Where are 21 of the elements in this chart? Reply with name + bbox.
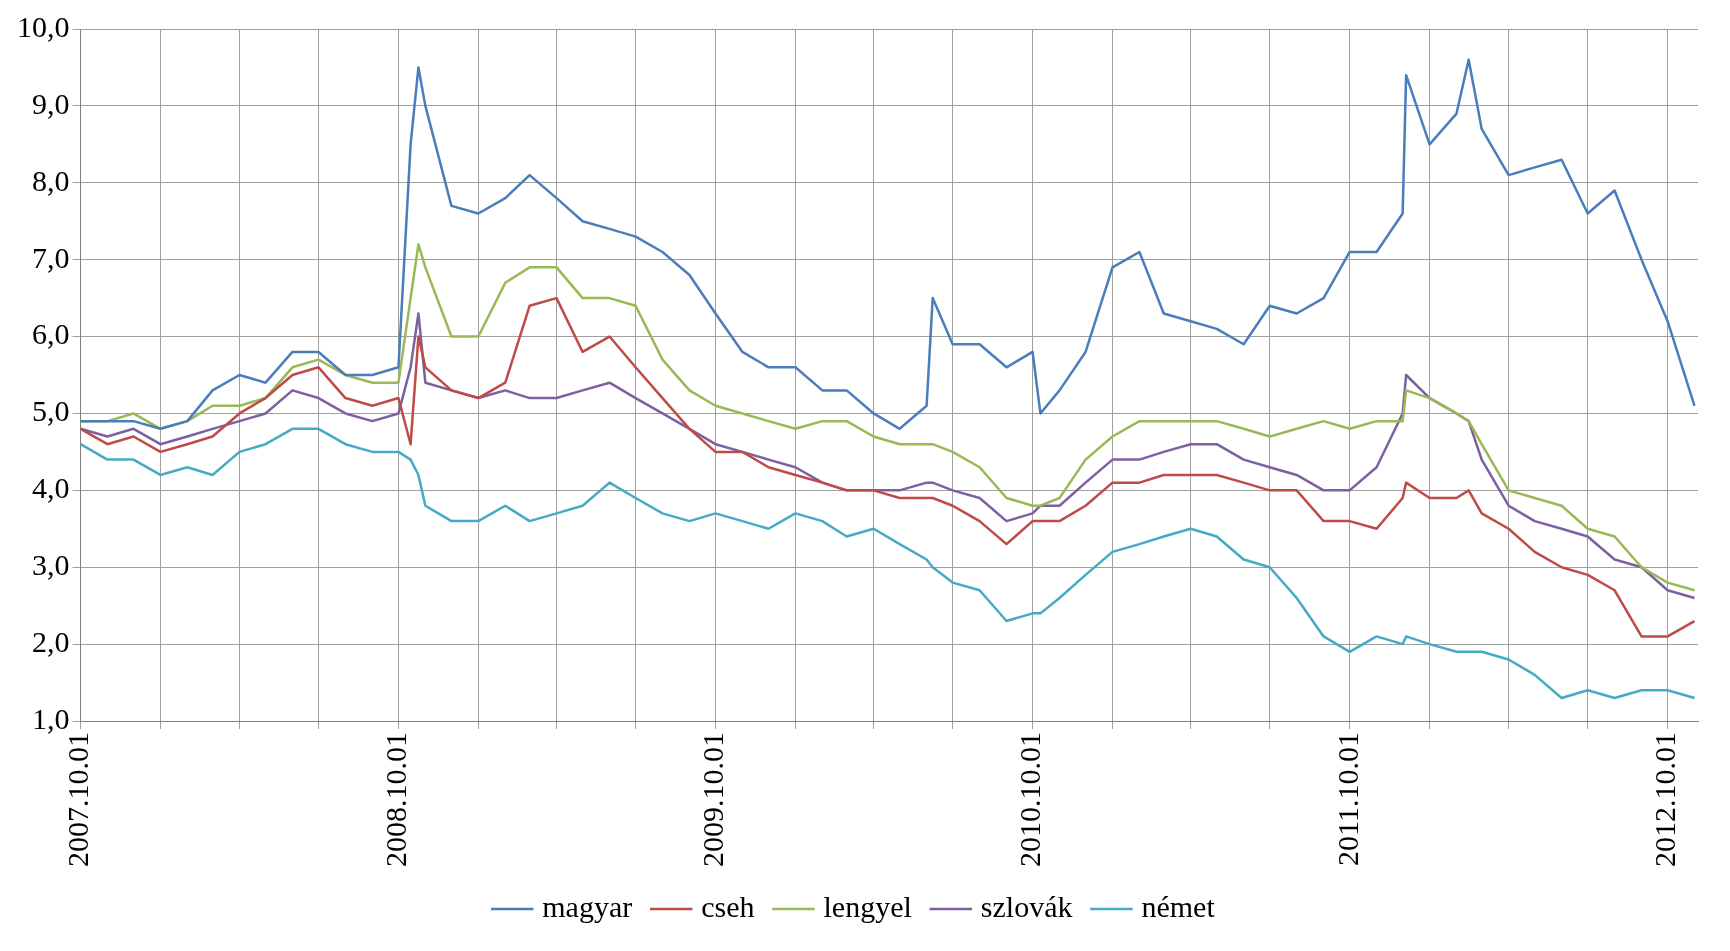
y-tick-label: 4,0 bbox=[32, 471, 70, 505]
y-tick-label: 9,0 bbox=[32, 86, 70, 120]
y-tick-label: 2,0 bbox=[32, 624, 70, 658]
x-tick-label: 2010.10.01 bbox=[1013, 732, 1047, 867]
y-tick-label: 7,0 bbox=[32, 240, 70, 274]
y-tick-label: 5,0 bbox=[32, 394, 70, 428]
y-tick-label: 3,0 bbox=[32, 548, 70, 582]
x-tick-label: 2011.10.01 bbox=[1330, 732, 1364, 866]
x-tick-label: 2008.10.01 bbox=[379, 732, 413, 867]
x-tick-label: 2009.10.01 bbox=[696, 732, 730, 867]
x-tick-label: 2007.10.01 bbox=[61, 732, 95, 867]
y-tick-label: 10,0 bbox=[17, 9, 70, 43]
x-tick-label: 2012.10.01 bbox=[1648, 732, 1682, 867]
y-tick-label: 8,0 bbox=[32, 163, 70, 197]
legend-label: lengyel bbox=[823, 889, 912, 923]
legend-label: magyar bbox=[542, 889, 633, 923]
y-tick-label: 1,0 bbox=[32, 701, 70, 735]
legend-label: szlovák bbox=[980, 889, 1073, 923]
legend-label: német bbox=[1141, 889, 1216, 923]
y-tick-label: 6,0 bbox=[32, 317, 70, 351]
legend-label: cseh bbox=[701, 889, 755, 923]
